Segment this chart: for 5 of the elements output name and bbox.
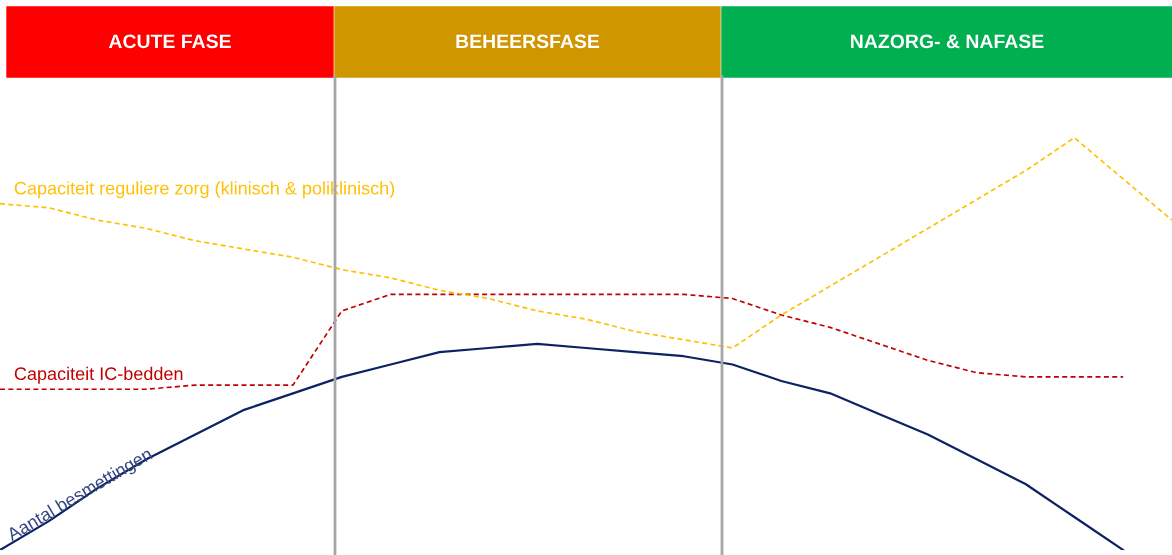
series-label: Capaciteit IC-bedden (14, 366, 183, 384)
series-label: Capaciteit reguliere zorg (klinisch & poliklinisch) (14, 181, 395, 199)
text: NAZORG- & NAFASE (851, 34, 1044, 49)
text: BEHEERSFASE (456, 34, 600, 49)
text: ACUTE FASE (108, 34, 231, 49)
